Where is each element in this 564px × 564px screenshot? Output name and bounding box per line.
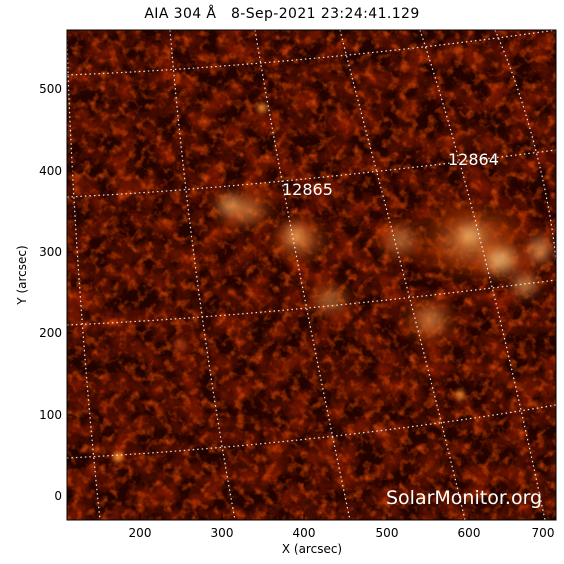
active-region-label-12864: 12864 (448, 150, 499, 169)
active-region-label-12865: 12865 (282, 180, 333, 199)
y-tick-label: 0 (54, 489, 62, 503)
x-tick-label: 700 (532, 526, 555, 540)
y-tick-label: 400 (39, 164, 62, 178)
y-tick-label: 200 (39, 326, 62, 340)
active-region-12865-glow (205, 184, 360, 322)
y-tick-label: 500 (39, 82, 62, 96)
solarmonitor-watermark: SolarMonitor.org (386, 487, 542, 509)
x-tick-label: 400 (293, 526, 316, 540)
heliographic-grid (67, 30, 556, 520)
solar-image: 12865 12864 SolarMonitor.org (67, 30, 556, 520)
y-tick-label: 300 (39, 245, 62, 259)
x-tick-label: 500 (376, 526, 399, 540)
bright-patches (113, 103, 465, 462)
x-tick-label: 600 (458, 526, 481, 540)
plot-frame (66, 29, 557, 521)
y-axis-label: Y (arcsec) (15, 245, 29, 305)
active-region-12864-glow (370, 190, 554, 350)
x-axis (139, 514, 552, 520)
x-tick-label: 300 (211, 526, 234, 540)
x-tick-label: 200 (129, 526, 152, 540)
y-axis (67, 88, 73, 497)
y-tick-label: 100 (39, 408, 62, 422)
x-axis-label: X (arcsec) (282, 542, 342, 556)
image-title: AIA 304 Å 8-Sep-2021 23:24:41.129 (144, 6, 420, 22)
